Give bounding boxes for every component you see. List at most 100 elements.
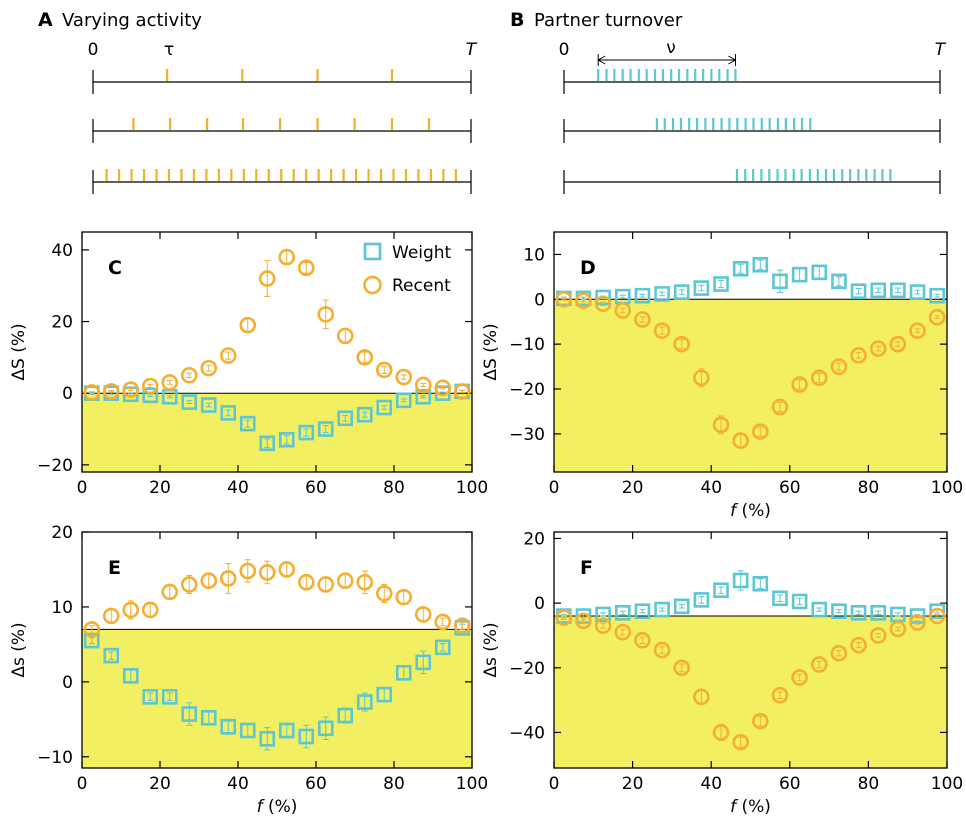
timeline-width-label-b: ν bbox=[666, 38, 676, 58]
plot-frame bbox=[81, 231, 473, 473]
weight-point bbox=[595, 606, 611, 623]
recent-point bbox=[83, 384, 101, 401]
weight-point bbox=[337, 707, 354, 724]
recent-point bbox=[278, 561, 296, 578]
legend-recent-marker bbox=[363, 275, 382, 295]
y-tick-label: 10 bbox=[51, 598, 73, 618]
recent-point bbox=[219, 347, 237, 364]
recent-point bbox=[161, 374, 179, 391]
timeline-end-label-b: T bbox=[935, 40, 947, 60]
x-tick-label: 60 bbox=[779, 478, 801, 498]
recent-point bbox=[889, 620, 907, 638]
weight-point bbox=[83, 632, 100, 649]
y-tick-label: −20 bbox=[509, 380, 545, 400]
recent-point bbox=[928, 607, 946, 625]
weight-point bbox=[161, 689, 178, 705]
weight-point bbox=[103, 647, 120, 664]
weight-point bbox=[772, 273, 788, 290]
x-tick-label: 80 bbox=[383, 774, 405, 794]
weight-point bbox=[376, 399, 393, 416]
weight-point bbox=[673, 598, 690, 615]
recent-point bbox=[928, 308, 946, 326]
recent-point bbox=[693, 369, 710, 387]
recent-point bbox=[141, 601, 159, 619]
recent-point bbox=[200, 359, 218, 377]
y-tick-label: 0 bbox=[62, 673, 73, 693]
weight-point bbox=[415, 388, 432, 405]
recent-point bbox=[434, 379, 452, 397]
x-tick-label: 0 bbox=[77, 774, 88, 794]
weight-point bbox=[142, 387, 159, 404]
y-axis-title: Δs (%) bbox=[481, 622, 501, 677]
weight-point bbox=[791, 266, 808, 283]
weight-point bbox=[298, 424, 315, 441]
y-tick-label: −10 bbox=[37, 748, 73, 768]
below-baseline-fill bbox=[82, 393, 472, 472]
panel-title-b: Partner turnover bbox=[534, 10, 683, 31]
x-tick-label: 80 bbox=[383, 478, 405, 498]
weight-point bbox=[752, 575, 769, 592]
recent-point bbox=[771, 686, 789, 704]
x-tick-label: 100 bbox=[931, 774, 963, 794]
x-axis-title: f (%) bbox=[730, 501, 771, 521]
recent-point bbox=[102, 607, 120, 625]
weight-point bbox=[395, 665, 412, 681]
recent-point bbox=[653, 641, 671, 659]
weight-point bbox=[220, 718, 237, 735]
chart-panel-f: 0 20 40 60 80 100 −40 −20 0 20 Δs (%) f (%) F bbox=[481, 529, 963, 817]
weight-point bbox=[870, 282, 887, 299]
y-tick-label: −20 bbox=[509, 659, 545, 679]
recent-point bbox=[752, 712, 769, 730]
panel-letter-a: A bbox=[38, 9, 53, 31]
recent-point bbox=[575, 612, 592, 630]
recent-point bbox=[830, 644, 848, 662]
x-tick-label: 80 bbox=[858, 774, 880, 794]
weight-point bbox=[395, 392, 412, 409]
y-tick-label: −40 bbox=[509, 723, 545, 743]
y-tick-label: 20 bbox=[523, 529, 545, 549]
weight-point bbox=[850, 605, 867, 621]
y-tick-label: −10 bbox=[509, 335, 545, 355]
weight-point bbox=[811, 601, 828, 618]
recent-point bbox=[732, 733, 749, 751]
recent-point bbox=[673, 335, 691, 353]
weight-point bbox=[181, 706, 198, 722]
recent-point bbox=[693, 688, 710, 706]
y-tick-label: 0 bbox=[534, 594, 545, 614]
recent-point bbox=[712, 724, 730, 741]
y-tick-label: 0 bbox=[62, 384, 73, 404]
recent-point bbox=[555, 609, 573, 626]
weight-point bbox=[239, 722, 256, 739]
weight-point bbox=[200, 397, 217, 413]
weight-point bbox=[356, 406, 373, 423]
weight-point bbox=[614, 605, 631, 621]
chart-panel-d: 0 20 40 60 80 100 −30 −20 −10 0 10 ΔS (%) f (%) D bbox=[481, 231, 963, 521]
weight-point bbox=[634, 603, 651, 620]
x-tick-label: 100 bbox=[456, 774, 488, 794]
weight-point bbox=[772, 590, 788, 607]
x-tick-label: 40 bbox=[227, 478, 249, 498]
weight-point bbox=[278, 722, 295, 739]
weight-point bbox=[142, 689, 159, 705]
weight-point bbox=[811, 264, 828, 281]
timeline-start-label-a: 0 bbox=[88, 40, 99, 60]
recent-point bbox=[356, 349, 374, 366]
below-baseline-fill bbox=[554, 616, 947, 768]
recent-point bbox=[771, 398, 789, 416]
recent-point bbox=[122, 601, 140, 619]
recent-point bbox=[752, 423, 769, 440]
legend-weight-marker bbox=[363, 242, 382, 261]
below-baseline-fill bbox=[554, 299, 947, 472]
x-tick-label: 100 bbox=[931, 478, 963, 498]
x-tick-label: 60 bbox=[305, 774, 327, 794]
recent-point bbox=[453, 383, 471, 400]
recent-point bbox=[375, 361, 393, 379]
weight-point bbox=[200, 710, 217, 726]
recent-point bbox=[850, 347, 867, 364]
recent-point bbox=[850, 636, 867, 654]
weight-point bbox=[673, 284, 690, 300]
weight-point bbox=[376, 686, 393, 703]
recent-point bbox=[336, 572, 354, 589]
x-axis-title: f (%) bbox=[257, 797, 298, 817]
y-tick-label: 40 bbox=[51, 241, 73, 261]
